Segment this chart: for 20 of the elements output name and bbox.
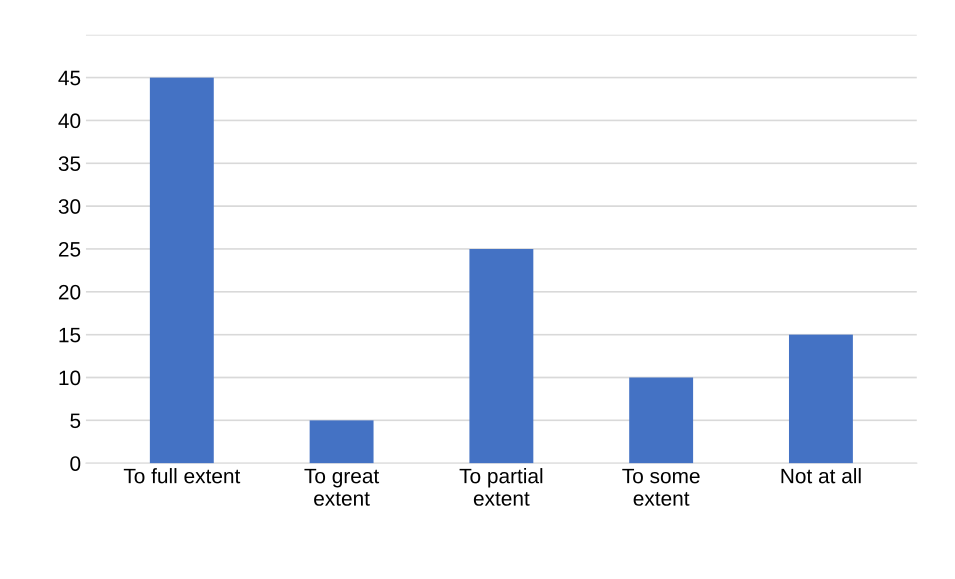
bar <box>310 420 374 464</box>
bar <box>629 378 694 464</box>
y-tick-label: 25 <box>58 242 80 257</box>
y-tick-label: 10 <box>60 370 80 386</box>
y-tick-label: 40 <box>58 113 80 128</box>
bar <box>469 248 534 464</box>
bar <box>150 78 214 464</box>
x-tick-label: To full extent <box>124 468 240 484</box>
x-tick-label: To some extent <box>622 468 700 506</box>
y-tick-label: 35 <box>58 156 80 172</box>
x-tick-label: Not at all <box>782 468 861 484</box>
x-tick-label: To partial extent <box>460 468 542 506</box>
y-tick-label: 15 <box>60 328 80 342</box>
y-tick-label: 45 <box>58 70 80 86</box>
y-tick-label: 20 <box>58 284 80 300</box>
bar <box>788 334 853 464</box>
y-tick-label: 30 <box>58 199 80 214</box>
y-tick-label: 0 <box>70 456 80 471</box>
x-tick-label: To great extent <box>304 468 380 506</box>
y-tick-label: 5 <box>70 414 80 428</box>
